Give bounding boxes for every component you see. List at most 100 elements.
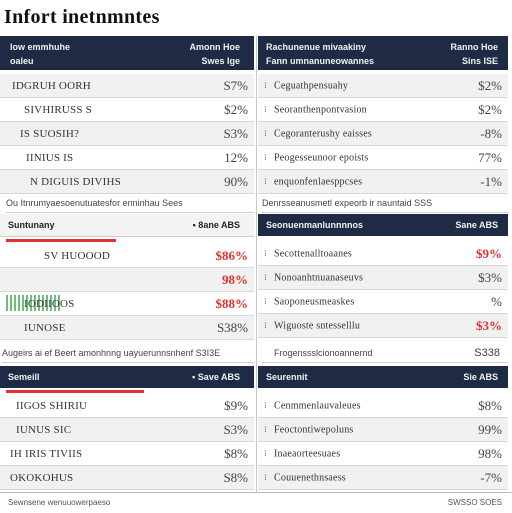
bullet-icon: ⁝: [264, 152, 267, 162]
bullet-icon: ⁝: [264, 104, 267, 114]
row-label: N DIGUIS DIVIHS: [30, 175, 121, 188]
bullet-icon: ⁝: [264, 296, 267, 306]
table-row: IIGOS SHIRIU $9%: [0, 394, 254, 418]
header-metric: • 8ane ABS: [192, 220, 240, 230]
row-label: Seoranthenpontvasion: [274, 104, 367, 115]
table-row: ⁝ Feoctontiwepoluns 99%: [258, 418, 508, 442]
header-metric: Ranno Hoe: [450, 42, 498, 52]
table-row: IINIUS IS 12%: [0, 146, 254, 170]
bullet-icon: ⁝: [264, 176, 267, 186]
table-row: SIVHIRUSS S $2%: [0, 98, 254, 122]
row-value: S38%: [216, 319, 248, 335]
row-value: $8%: [478, 397, 502, 413]
table-row: IH IRIS TIVIIS $8%: [0, 442, 254, 466]
row-label: Secottenalltoaanes: [274, 248, 353, 259]
table-row: IS SUOSIH? S3%: [0, 122, 254, 146]
table-row: ⁝ Secottenalltoaanes $9%: [258, 242, 508, 266]
row-label: Ceguathpensuahy: [274, 80, 349, 91]
left-section-3: Semeill • Save ABS IIGOS SHIRIU $9% IUNU…: [0, 366, 254, 490]
footer-right-text: SWSSO SOES: [447, 498, 502, 507]
row-value: 12%: [224, 149, 248, 165]
header-label: Rachunenue mivaakiny: [266, 42, 367, 52]
table-row: IDGRUH OORH S7%: [0, 74, 254, 98]
header-sublabel: oaleu: [10, 56, 34, 66]
footer-left-text: Sewnsene wenuuowerpaeso: [8, 498, 111, 507]
bullet-icon: ⁝: [264, 400, 267, 410]
row-value: $9%: [476, 245, 502, 261]
row-value: S7%: [223, 77, 248, 93]
bullet-icon: ⁝: [264, 448, 267, 458]
left-section-1: Iow emmhuhe oaleu Amonn Hoe Swes Ige IDG…: [0, 36, 254, 196]
highlight-bar: [6, 239, 116, 242]
row-label: Couuenethnsaess: [274, 472, 346, 483]
bullet-icon: ⁝: [264, 424, 267, 434]
right-section-2-note: Frogenssslcionoannernd S338: [262, 344, 508, 363]
header-label: Iow emmhuhe: [10, 42, 71, 52]
row-label: IH IRIS TIVIIS: [10, 447, 83, 460]
row-label: IDGRUH OORH: [12, 79, 91, 92]
row-label: Peogesseunoor epoists: [274, 152, 369, 163]
row-value: $88%: [215, 295, 249, 311]
row-label: SV HUOOOD: [44, 249, 111, 262]
row-value: 77%: [478, 149, 502, 165]
header-metric: Sane ABS: [455, 220, 498, 230]
row-value: S3%: [223, 421, 248, 437]
row-value: -7%: [480, 469, 502, 485]
header-label: Suntunany: [8, 220, 55, 230]
row-label: Saoponeusmeaskes: [274, 296, 355, 307]
header-metric-sub: Sins ISE: [461, 56, 498, 66]
table-row: ⁝ Ceguathpensuahy $2%: [258, 74, 508, 98]
note-text: Ou Itnrumyaesoenutuatesfor enninhau Sees: [6, 198, 183, 208]
highlight-bar: [6, 390, 144, 393]
table-row: OKOKOHUS S8%: [0, 466, 254, 490]
header-metric: • Save ABS: [192, 372, 240, 382]
row-value: $2%: [478, 101, 502, 117]
table-row: ⁝ Cegoranterushy eaisses -8%: [258, 122, 508, 146]
right-section-2: Seonuenmanlunnnnos Sane ABS ⁝ Secottenal…: [258, 214, 508, 344]
table-row: IUNOSE S38%: [0, 316, 254, 340]
column-divider: [256, 36, 257, 492]
header-sublabel: Fann umnanuneowannes: [266, 56, 375, 66]
row-value: 98%: [478, 445, 502, 461]
bullet-icon: ⁝: [264, 128, 267, 138]
page-footer: Sewnsene wenuuowerpaeso SWSSO SOES: [0, 492, 512, 513]
left-section-3-header: Semeill • Save ABS: [0, 366, 254, 388]
row-label: Cenmmenlauvaleues: [274, 400, 361, 411]
row-label: enquonfenlaesppcses: [274, 176, 363, 187]
row-label: IINIUS IS: [26, 151, 74, 164]
bullet-icon: ⁝: [264, 248, 267, 258]
bullet-icon: ⁝: [264, 80, 267, 90]
table-row: ⁝ Wiguoste sntesselllu $3%: [258, 314, 508, 338]
bullet-icon: ⁝: [264, 272, 267, 282]
table-row: IODIIOOS $88%: [0, 292, 254, 316]
header-label: Seurennit: [266, 372, 308, 382]
right-section-2-header: Seonuenmanlunnnnos Sane ABS: [258, 214, 508, 236]
row-value: -1%: [480, 173, 502, 189]
row-label: Nonoanhtnuanaseuvs: [274, 272, 364, 283]
row-value: $9%: [224, 397, 248, 413]
row-label: Cegoranterushy eaisses: [274, 128, 372, 139]
row-value: %: [491, 293, 502, 309]
row-value: 90%: [224, 173, 248, 189]
left-section-2: Suntunany • 8ane ABS SV HUOOOD $86% 98% …: [0, 214, 254, 344]
header-label: Seonuenmanlunnnnos: [266, 220, 364, 230]
row-value: S3%: [223, 125, 248, 141]
table-row: ⁝ Saoponeusmeaskes %: [258, 290, 508, 314]
table-row: 98%: [0, 268, 254, 292]
header-metric: Amonn Hoe: [189, 42, 241, 52]
page-title: Infort inetnmntes: [4, 6, 160, 28]
left-section-2-header: Suntunany • 8ane ABS: [0, 214, 254, 237]
row-value: $3%: [476, 317, 502, 333]
note-text: Augeirs ai ef Beert amonhnng uayuerunnsn…: [2, 348, 221, 358]
header-metric: Sie ABS: [463, 372, 498, 382]
table-row: ⁝ enquonfenlaesppcses -1%: [258, 170, 508, 194]
row-label: IUNOSE: [24, 321, 66, 334]
note-text: Denrsseanusmetl expeorb ir nauntaid SSS: [262, 198, 433, 208]
bullet-icon: ⁝: [264, 472, 267, 482]
table-row: ⁝ Nonoanhtnuanaseuvs $3%: [258, 266, 508, 290]
note-value: S338: [474, 347, 500, 359]
right-section-3-header: Seurennit Sie ABS: [258, 366, 508, 388]
table-row: N DIGUIS DIVIHS 90%: [0, 170, 254, 194]
right-section-1: Rachunenue mivaakiny Fann umnanuneowanne…: [258, 36, 508, 196]
left-section-2-note: Augeirs ai ef Beert amonhnng uayuerunnsn…: [2, 344, 254, 363]
